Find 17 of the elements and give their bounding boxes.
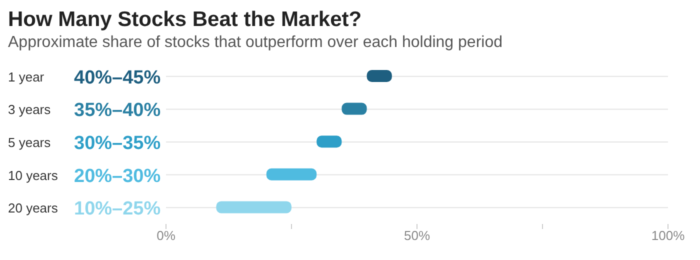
chart-title: How Many Stocks Beat the Market?: [8, 8, 363, 32]
text: 40%–45%: [74, 67, 161, 88]
y-tick-label: 10 years: [8, 168, 58, 183]
text: 20%–30%: [74, 166, 161, 187]
bar: [266, 168, 317, 180]
text: 10%–25%: [74, 198, 161, 220]
x-tick-label: 0%: [156, 228, 176, 244]
text: 30%–35%: [74, 133, 161, 154]
y-tick-label: 3 years: [8, 102, 52, 118]
y-tick-label: 20 years: [8, 200, 58, 216]
text: 35%–40%: [74, 100, 161, 122]
y-tick-label: 5 years: [8, 135, 52, 150]
bar: [216, 201, 292, 214]
chart-subtitle: Approximate share of stocks that outperform over each holding period: [8, 33, 504, 53]
x-tick-label: 100%: [651, 228, 686, 244]
x-tick-label: 50%: [404, 228, 430, 244]
y-tick-label: 1 year: [8, 69, 45, 84]
